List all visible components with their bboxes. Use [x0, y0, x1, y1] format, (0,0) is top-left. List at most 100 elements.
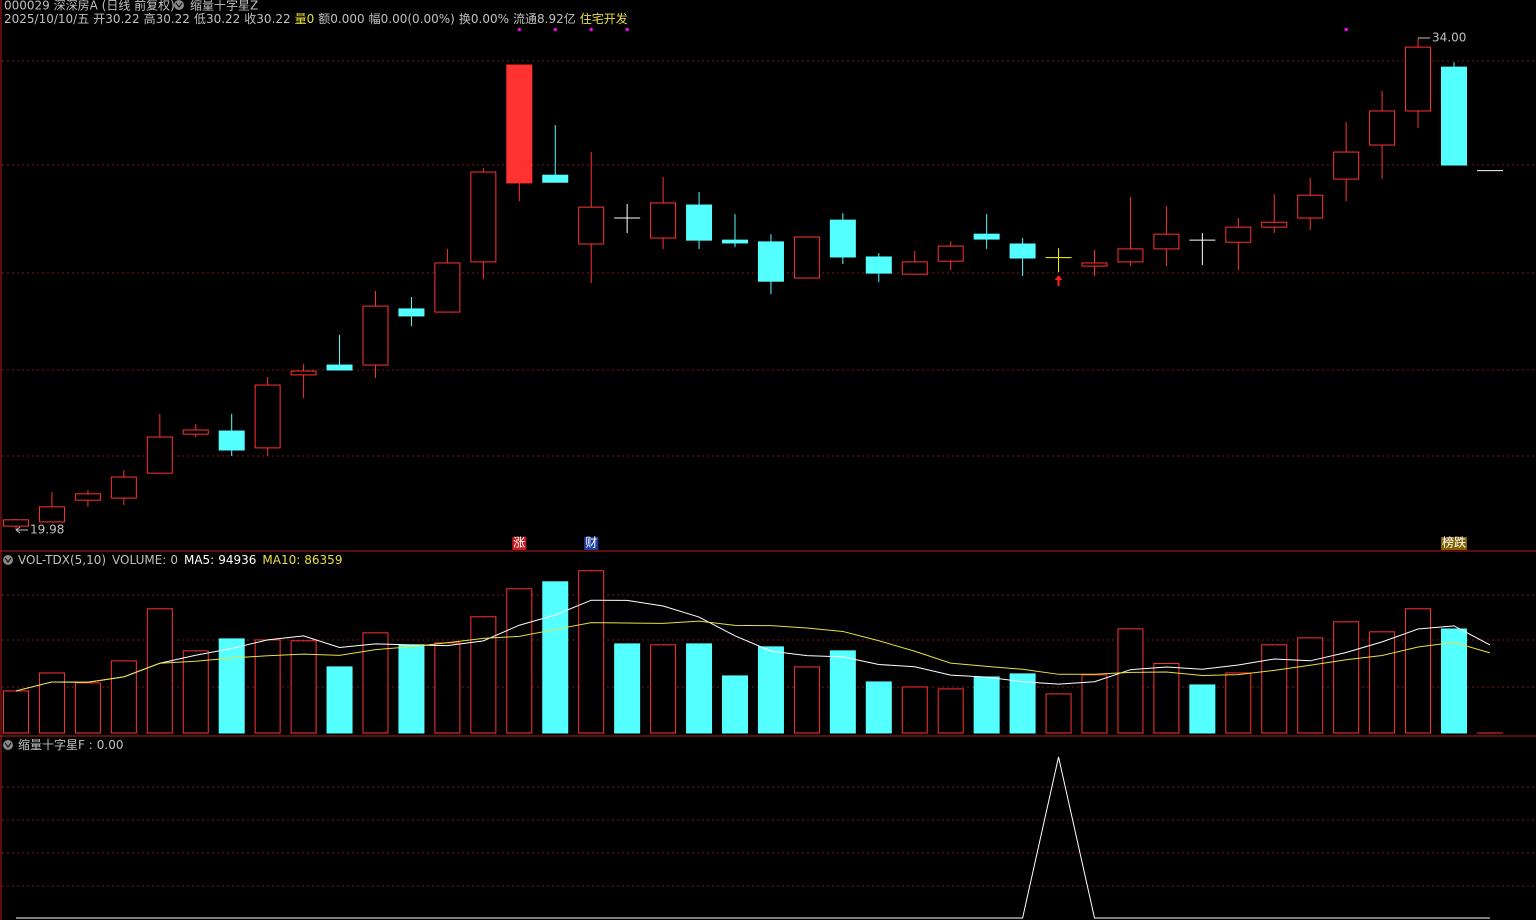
- candle-body: [398, 308, 425, 317]
- quote-item: 幅0.00(0.00%): [368, 12, 455, 26]
- indicator-name: 缩量十字星Z: [190, 0, 258, 13]
- quote-item: 低30.22: [193, 12, 241, 26]
- candle-body: [865, 256, 892, 274]
- volume-bar: [218, 638, 245, 734]
- volume-bar: [757, 646, 784, 734]
- signal-arrow: [1054, 275, 1063, 287]
- volume-bar: [578, 570, 605, 734]
- volume-title-part: MA10:: [262, 553, 300, 567]
- volume-bar: [686, 643, 713, 734]
- event-badge: [584, 537, 599, 550]
- candle-body: [254, 384, 281, 449]
- volume-bar: [1117, 628, 1144, 734]
- quote-item: 额0.000: [318, 12, 365, 26]
- volume-bar: [1405, 608, 1432, 734]
- quote-item: 流通8.92亿: [513, 12, 576, 26]
- candle-body: [650, 202, 677, 239]
- candle-body: [218, 430, 245, 451]
- volume-bar: [434, 642, 461, 734]
- candle-body: [829, 219, 856, 258]
- volume-bar: [1261, 644, 1288, 734]
- signal-title: 缩量十字星F : 0.00: [18, 737, 123, 752]
- volume-bar: [3, 690, 29, 734]
- candle-body: [74, 493, 101, 501]
- candle-body: [506, 64, 533, 184]
- volume-bar: [1009, 673, 1036, 734]
- volume-bar: [829, 650, 856, 734]
- candle-body: [757, 241, 784, 282]
- volume-bar: [614, 643, 641, 734]
- candle-body: [1405, 46, 1432, 112]
- min-label: 19.98: [30, 523, 64, 537]
- quote-item: 2025/10/10/五: [4, 12, 90, 26]
- candle-body: [686, 204, 713, 241]
- quote-item: 收30.22: [244, 12, 291, 26]
- candle-body: [182, 429, 209, 435]
- candle-body: [937, 245, 964, 262]
- candle-body: [1117, 248, 1144, 263]
- ma10-line: [15, 620, 1491, 692]
- event-label: 涨: [513, 535, 525, 550]
- volume-bar: [398, 644, 425, 734]
- volume-bar: [1333, 621, 1360, 734]
- panel-toggle[interactable]: [3, 740, 13, 750]
- candle-body: [901, 261, 928, 275]
- volume-title: VOL-TDX(5,10) VOLUME: 0 MA5: 94936 MA10: 86359: [18, 553, 342, 567]
- volume-bar: [1045, 693, 1072, 734]
- volume-bar: [290, 640, 317, 734]
- panel-toggle[interactable]: [174, 0, 184, 10]
- candle-body: [578, 206, 605, 245]
- volume-bar: [1225, 672, 1252, 734]
- quote-item: 高30.22: [143, 12, 190, 26]
- candle-body: [362, 305, 389, 366]
- volume-bar: [1081, 674, 1108, 734]
- volume-bar: [1441, 628, 1467, 734]
- quote-item: 开30.22: [93, 12, 140, 26]
- signal-title-part: 0.00: [97, 738, 124, 752]
- candle-body: [1261, 221, 1288, 228]
- max-label: 34.00: [1432, 31, 1466, 45]
- min-pointer: [15, 526, 28, 534]
- event-badge: [1440, 537, 1468, 550]
- volume-bar: [254, 639, 281, 734]
- volume-bar: [973, 676, 1000, 734]
- ma5-line: [15, 599, 1491, 692]
- volume-bar: [38, 672, 65, 734]
- candle-body: [434, 262, 461, 313]
- marker-dot: [625, 28, 629, 31]
- quote-line: 2025/10/10/五 开30.22 高30.22 低30.22 收30.22 量0 额0…: [4, 12, 632, 26]
- candle-body: [110, 476, 137, 499]
- volume-bar: [793, 666, 820, 734]
- volume-bar: [326, 666, 353, 734]
- volume-bar: [650, 644, 677, 734]
- candle-body: [722, 239, 748, 244]
- event-label: 财: [585, 536, 597, 550]
- volume-bar: [146, 608, 173, 734]
- volume-bar: [182, 650, 209, 734]
- marker-dot: [517, 28, 521, 31]
- volume-bar: [722, 675, 748, 734]
- volume-title-part: 86359: [304, 553, 342, 567]
- stock-name: 000029 深深房A (日线 前复权): [4, 0, 175, 13]
- event-badge: [512, 537, 527, 550]
- volume-bar: [506, 588, 533, 734]
- marker-dot: [589, 28, 593, 31]
- signal-title-part: 缩量十字星F :: [18, 737, 93, 752]
- volume-bar: [110, 660, 137, 734]
- candle-body: [1333, 151, 1360, 180]
- candle-body: [1369, 110, 1396, 146]
- candle-body: [290, 370, 317, 376]
- volume-bar: [865, 681, 892, 734]
- volume-bar: [74, 682, 101, 734]
- marker-dot: [553, 28, 557, 31]
- panel-toggle[interactable]: [3, 555, 13, 565]
- candle-body: [1081, 262, 1108, 267]
- candle-body: [470, 171, 497, 263]
- grid: [2, 60, 1536, 887]
- candle-body: [1153, 233, 1180, 250]
- volume-bar: [937, 688, 964, 734]
- volume-title-part: 0: [170, 553, 178, 567]
- candle-body: [3, 519, 29, 527]
